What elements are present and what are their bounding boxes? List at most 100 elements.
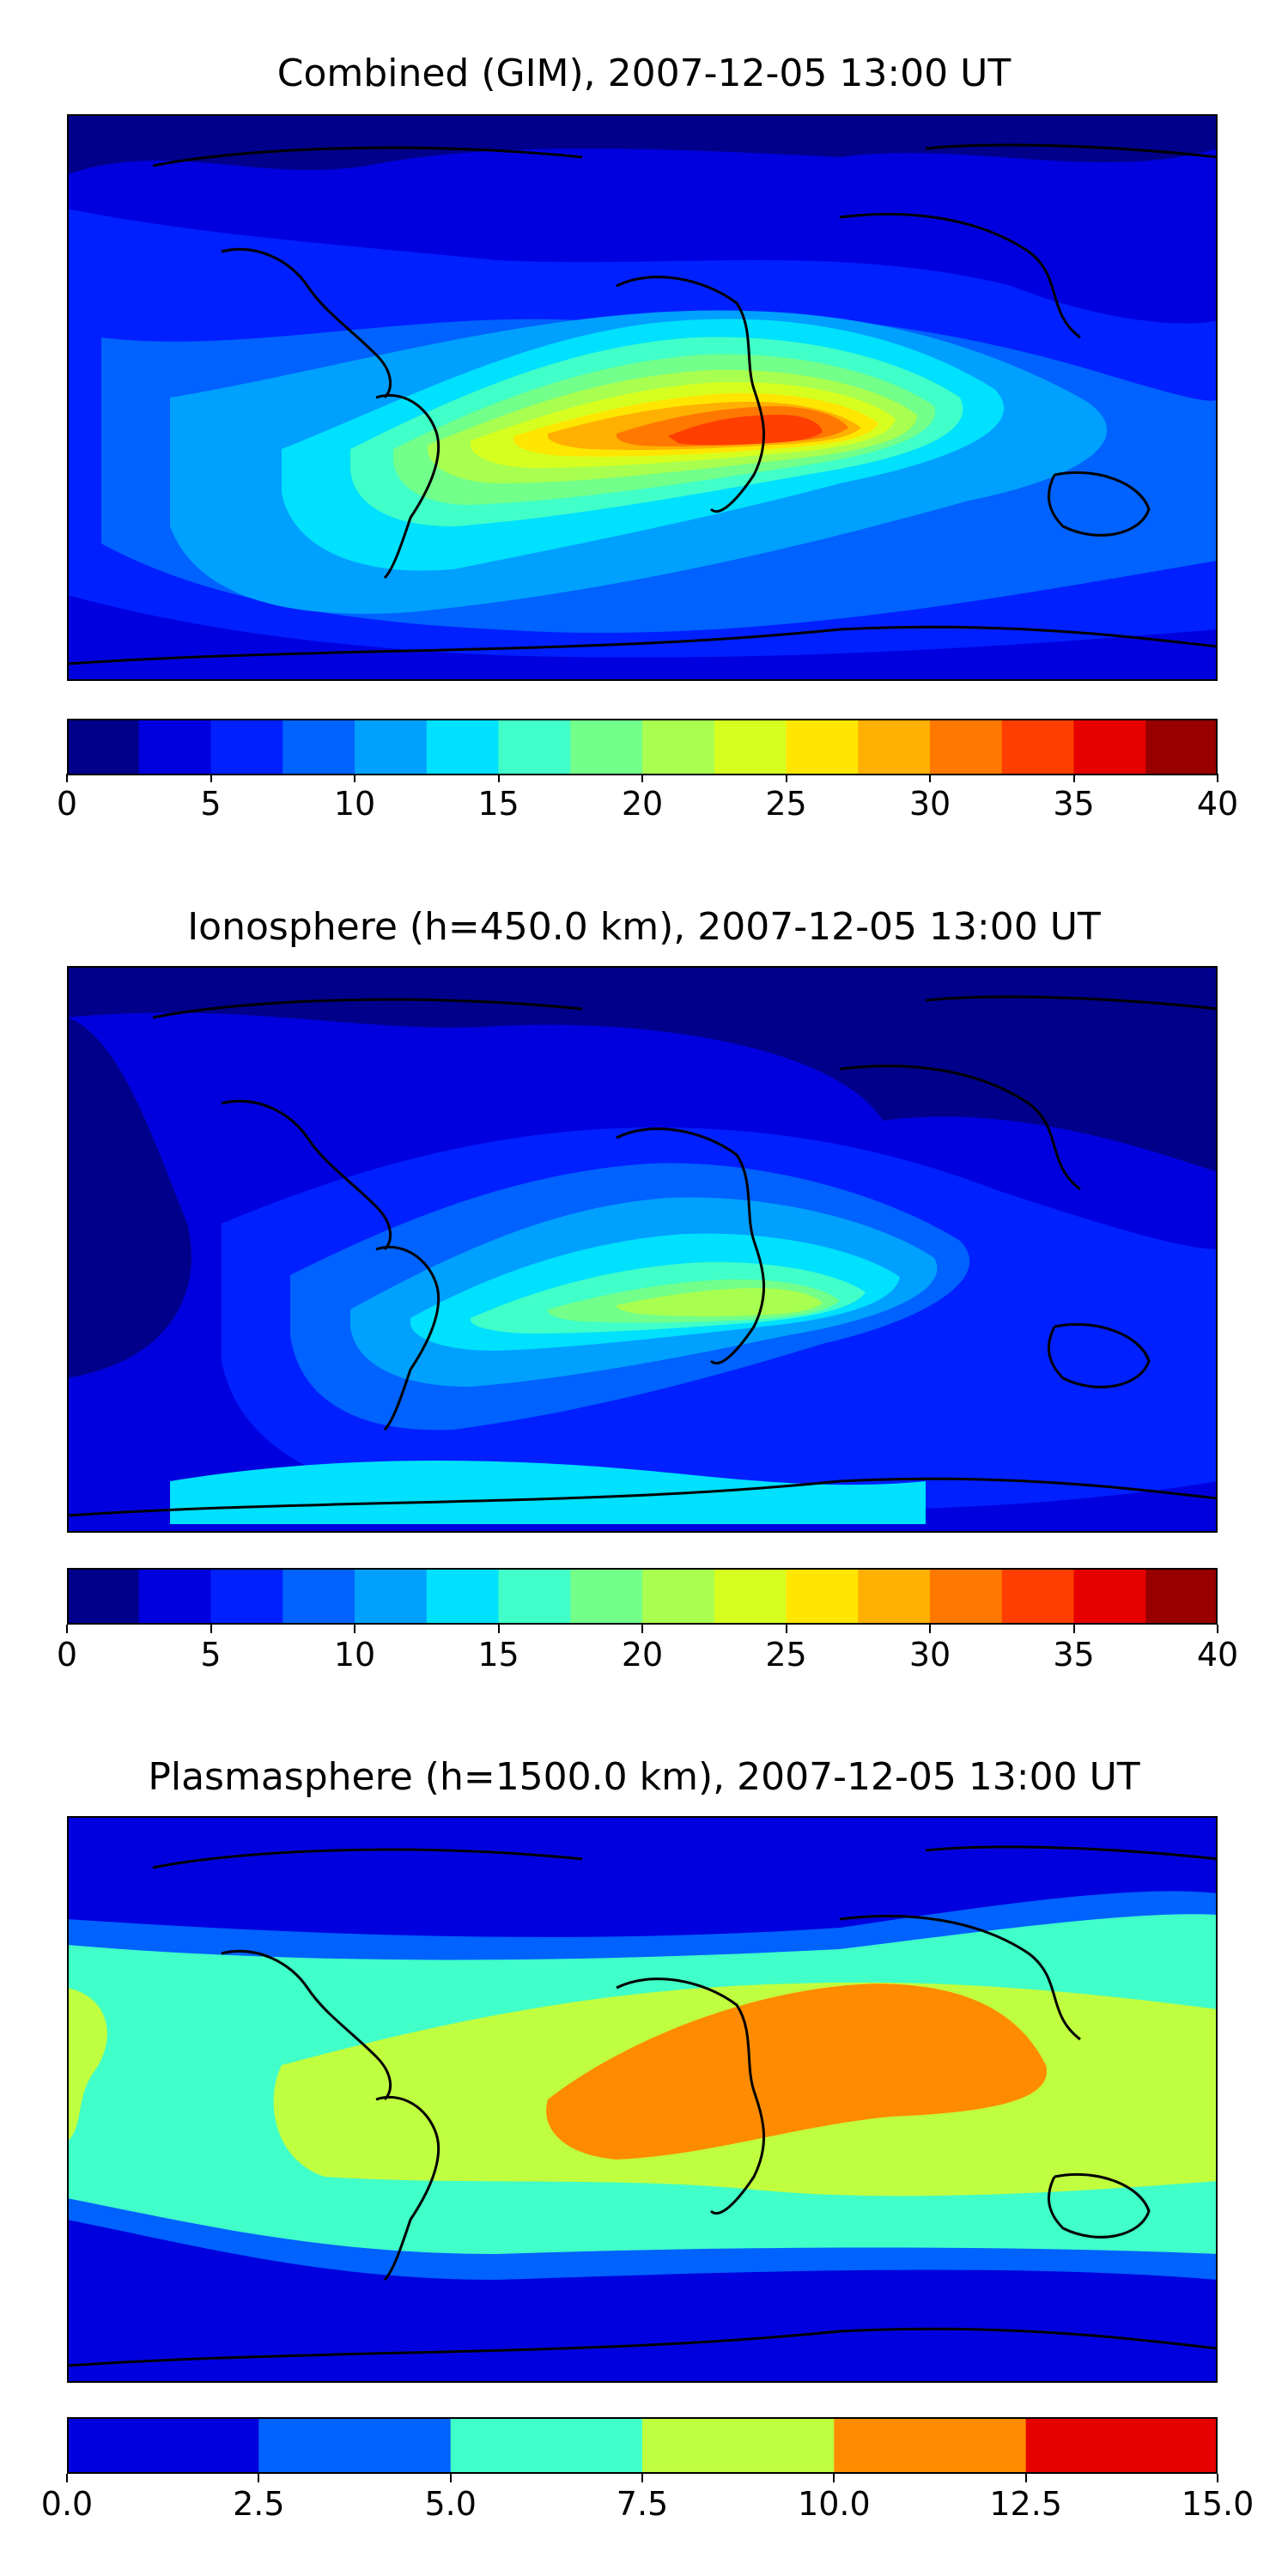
colorbar-band [67,2417,259,2474]
colorbar-tick-label: 15.0 [1181,2485,1255,2523]
colorbar-tick-mark [1024,2474,1027,2482]
colorbar-band [426,1568,500,1625]
colorbar-bands [67,2417,1218,2474]
colorbar-tick-label: 0 [56,1636,78,1674]
heatmap-plasmasphere [67,1816,1218,2383]
colorbar-band [1001,719,1075,775]
colorbar-bands [67,719,1218,775]
colorbar-band [1025,2417,1218,2474]
colorbar-tick-label: 20 [621,1636,664,1674]
colorbar-tick-label: 35 [1053,1636,1095,1674]
colorbar-tick-mark [929,774,931,782]
colorbar-band [714,1568,787,1625]
contour-level-13 [668,415,823,446]
colorbar-ionosphere [67,1568,1218,1625]
colorbar-band [786,719,859,775]
colorbar-tick-mark [354,774,355,782]
coastlines [67,1845,1218,2367]
colorbar-tick-mark [66,2474,68,2482]
colorbar-plasmasphere [67,2417,1218,2474]
colorbar-tick-label: 12.5 [989,2485,1062,2523]
colorbar-tick-label: 10.0 [798,2485,871,2523]
colorbar-band [858,1568,931,1625]
colorbar-band [642,2417,835,2474]
colorbar-band [930,719,1003,775]
panel-title: Plasmasphere (h=1500.0 km), 2007-12-05 1… [148,1755,1140,1799]
colorbar-frame [67,1568,1218,1625]
colorbar-tick-mark [354,1625,355,1633]
colorbar-tick-mark [66,774,68,782]
heatmap-ionosphere [67,966,1218,1533]
contour-level-0b [67,1018,191,1378]
colorbar-tick-label: 25 [765,1636,807,1674]
colorbar-tick-label: 5 [200,1636,222,1674]
map-combined [67,114,1218,681]
colorbar-band [1001,1568,1075,1625]
colorbar-band [67,719,140,775]
colorbar-tick-mark [1217,774,1218,782]
colorbar-band [786,1568,859,1625]
colorbar-band [1073,719,1146,775]
colorbar-band [1073,1568,1146,1625]
colorbar-band [570,1568,643,1625]
colorbar-tick-label: 15 [477,1636,519,1674]
colorbar-band [714,719,787,775]
colorbar-band [355,719,428,775]
colorbar-tick-label: 0 [56,785,78,823]
colorbar-tick-mark [641,774,643,782]
colorbar-tick-label: 5.0 [424,2485,477,2523]
colorbar-tick-label: 10 [333,785,376,823]
map-frame [67,1816,1218,2383]
colorbar-tick-label: 35 [1053,785,1095,823]
colorbar-band [930,1568,1003,1625]
heatmap-combined [67,114,1218,681]
colorbar-tick-mark [833,2474,835,2482]
colorbar-band [498,1568,571,1625]
colorbar-tick-label: 40 [1196,1636,1239,1674]
colorbar-tick-mark [929,1625,931,1633]
colorbar-tick-mark [1217,2474,1218,2482]
colorbar-tick-mark [785,1625,787,1633]
colorbar-tick-mark [497,774,500,782]
colorbar-tick-label: 7.5 [616,2485,669,2523]
colorbar-tick-label: 10 [333,1636,376,1674]
colorbar-band [283,719,355,775]
colorbar-band [1145,1568,1218,1625]
colorbar-tick-mark [66,1625,68,1633]
colorbar-band [210,1568,283,1625]
map-ionosphere [67,966,1218,1533]
colorbar-tick-label: 20 [621,785,664,823]
colorbar-band [426,719,500,775]
colorbar-tick-label: 5 [200,785,222,823]
colorbar-bands [67,1568,1218,1625]
contour-level-0 [67,966,1218,1172]
colorbar-tick-label: 30 [908,1636,951,1674]
colorbar-band [355,1568,428,1625]
coastlines [67,143,1218,665]
contour-level-3 [67,1988,107,2142]
coastlines [67,995,1218,1517]
colorbar-band [138,719,212,775]
colorbar-band [1145,719,1218,775]
colorbar-frame [67,2417,1218,2474]
colorbar-tick-mark [785,774,787,782]
colorbar-tick-label: 30 [908,785,951,823]
map-frame [67,966,1218,1533]
colorbar-band [283,1568,355,1625]
colorbar-tick-mark [210,1625,212,1633]
colorbar-band [642,719,715,775]
colorbar-band [570,719,643,775]
colorbar-band [210,719,283,775]
colorbar-tick-mark [641,1625,643,1633]
contour-level-0 [67,114,1218,174]
colorbar-band [258,2417,452,2474]
colorbar-tick-label: 25 [765,785,807,823]
colorbar-tick-mark [1072,1625,1075,1633]
colorbar-band [858,719,931,775]
colorbar-tick-mark [1072,774,1075,782]
panel-title: Ionosphere (h=450.0 km), 2007-12-05 13:0… [187,905,1101,949]
colorbar-band [67,1568,140,1625]
colorbar-band [834,2417,1027,2474]
colorbar-band [138,1568,212,1625]
colorbar-band [642,1568,715,1625]
